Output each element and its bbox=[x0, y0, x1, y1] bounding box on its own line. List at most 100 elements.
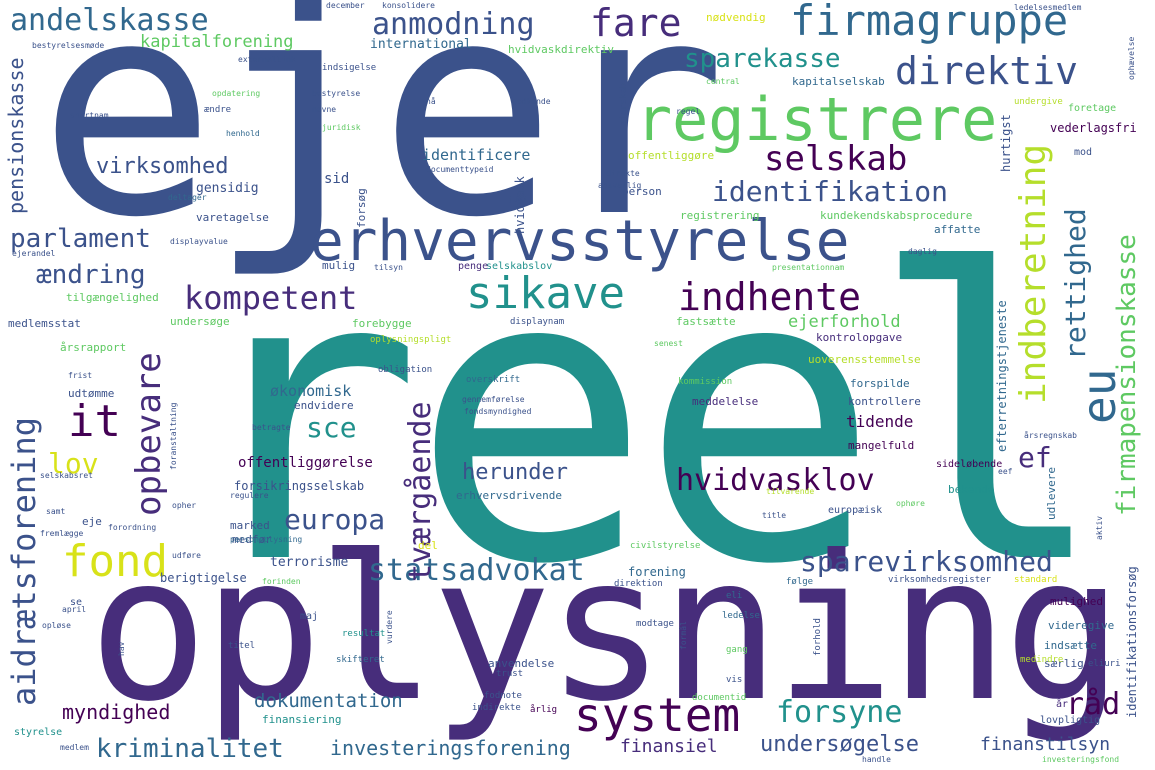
word: virksomhed bbox=[96, 154, 229, 179]
word: ændring bbox=[36, 260, 146, 290]
word: title bbox=[762, 511, 787, 520]
word: ledelse bbox=[722, 611, 760, 621]
word: ændre bbox=[204, 105, 232, 115]
word: april bbox=[62, 605, 87, 614]
word: obligation bbox=[378, 365, 433, 375]
word: årsregnskab bbox=[1024, 431, 1077, 440]
word: opløse bbox=[42, 621, 71, 630]
word: kommission bbox=[678, 377, 733, 387]
word: gennemførelse bbox=[462, 395, 525, 404]
word: ansvarlig bbox=[598, 181, 642, 190]
word: central bbox=[706, 77, 740, 86]
word: juni bbox=[508, 195, 528, 204]
word: overskrift bbox=[466, 375, 521, 385]
word: tilvarende bbox=[766, 487, 815, 496]
word: affatte bbox=[934, 223, 981, 236]
word: registrering bbox=[680, 209, 760, 222]
word: ef bbox=[1018, 441, 1052, 474]
word: tværgående bbox=[403, 401, 438, 582]
word: offentliggørelse bbox=[238, 455, 373, 471]
word: fondsmyndighed bbox=[464, 407, 532, 416]
word: styrelse bbox=[14, 727, 63, 738]
word: statsadvokat bbox=[368, 553, 585, 588]
word: bestyrelsesmøde bbox=[32, 41, 105, 50]
word: indsætte bbox=[1044, 639, 1097, 652]
word: kontrolopgave bbox=[816, 331, 903, 344]
word: mod bbox=[1074, 147, 1093, 158]
word: hurtigst bbox=[999, 114, 1013, 172]
word: shortnam bbox=[70, 111, 109, 120]
word: del bbox=[418, 539, 438, 552]
word: myndighed bbox=[62, 700, 171, 724]
word: finansiering bbox=[262, 713, 342, 726]
word: resultat bbox=[342, 629, 386, 639]
word: gensidig bbox=[196, 181, 259, 196]
word: ejer bbox=[38, 0, 727, 282]
word: kundekendskabsprocedure bbox=[820, 209, 973, 222]
word: regulere bbox=[230, 491, 269, 500]
word: bestyrelse bbox=[312, 89, 361, 98]
word: særlig bbox=[1044, 657, 1084, 670]
word: fodnote bbox=[484, 691, 522, 701]
word: mangelfuld bbox=[848, 439, 915, 452]
word: henhold bbox=[226, 129, 260, 138]
word: forinden bbox=[262, 577, 301, 586]
word: senest bbox=[654, 339, 683, 348]
word: direktiv bbox=[895, 49, 1079, 93]
word: forspilde bbox=[850, 377, 910, 390]
word: sparevirksomhed bbox=[800, 545, 1053, 578]
word: deltager bbox=[168, 193, 207, 202]
word: formål bbox=[679, 621, 688, 650]
word: civilstyrelse bbox=[630, 541, 701, 551]
word: udtømme bbox=[68, 387, 115, 400]
word: personoplysning bbox=[230, 535, 303, 544]
word: uoverensstemmelse bbox=[808, 353, 921, 366]
word: ledelsesmedlem bbox=[1014, 3, 1082, 12]
word: forebygge bbox=[352, 317, 412, 330]
word: trust bbox=[496, 669, 524, 679]
word: penge bbox=[458, 261, 489, 272]
word: kriminalitet bbox=[96, 734, 284, 764]
word: oplysning bbox=[88, 513, 1124, 746]
word: sideløbende bbox=[936, 459, 1003, 470]
word: hvidvasklov bbox=[676, 463, 875, 498]
word: anvendelse bbox=[488, 657, 555, 670]
word: identificere bbox=[422, 146, 531, 164]
word: europa bbox=[284, 503, 386, 536]
word: firmagruppe bbox=[790, 0, 1069, 45]
word: råd bbox=[1066, 687, 1121, 722]
word: person bbox=[622, 185, 662, 198]
word: anmodning bbox=[372, 7, 535, 42]
word: mulig bbox=[322, 259, 356, 272]
word: forsikringsselskab bbox=[234, 479, 365, 493]
word: finanstilsyn bbox=[980, 734, 1111, 755]
word: forhold bbox=[813, 618, 823, 656]
word: reel bbox=[182, 187, 1109, 652]
word: selskab bbox=[764, 139, 908, 179]
word: ejerskab bbox=[619, 82, 629, 126]
word: selskabsret bbox=[40, 471, 93, 480]
word: undergive bbox=[1014, 97, 1063, 107]
word: externallink bbox=[238, 55, 296, 64]
word: hvidvask bbox=[513, 176, 527, 234]
word: fastsætte bbox=[676, 315, 736, 328]
word: mulighed bbox=[1050, 595, 1103, 608]
word: år bbox=[1056, 699, 1069, 710]
word: identifikation bbox=[712, 175, 949, 208]
word: eli bbox=[726, 591, 743, 601]
word: frist bbox=[68, 371, 93, 380]
word: marked bbox=[230, 519, 270, 532]
word: berigtigelse bbox=[160, 571, 247, 585]
word: fremlægge bbox=[40, 529, 84, 538]
word: opher bbox=[172, 501, 197, 510]
word: udlevere bbox=[1045, 467, 1058, 520]
word: erhvervsdrivende bbox=[456, 489, 562, 502]
word: eliuri bbox=[1088, 659, 1121, 669]
word: undersøgelse bbox=[760, 732, 919, 757]
word: offentliggøre bbox=[628, 149, 715, 162]
word: forening bbox=[628, 565, 686, 579]
word: indhente bbox=[678, 275, 862, 319]
word: nødvendig bbox=[706, 11, 766, 24]
word: medlemsstat bbox=[8, 317, 81, 330]
word: undersøge bbox=[170, 315, 230, 328]
